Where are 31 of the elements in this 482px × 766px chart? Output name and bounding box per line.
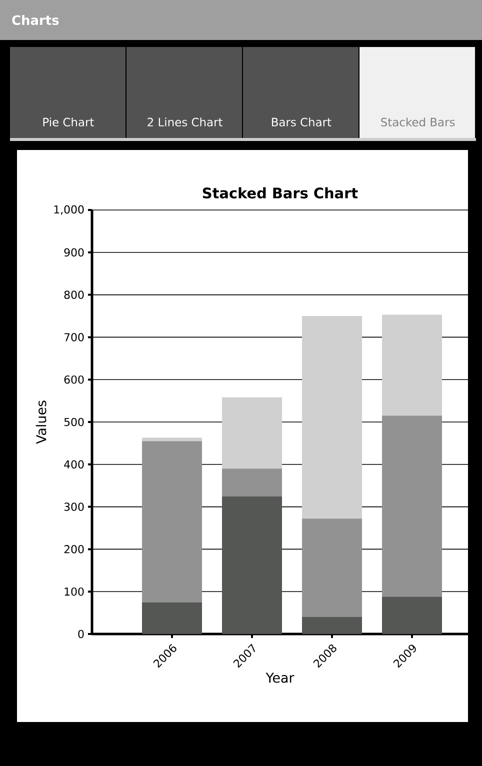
- bar: [142, 441, 202, 602]
- bar: [142, 438, 202, 442]
- y-axis-title: Values: [36, 400, 46, 444]
- y-tick-label: 900: [64, 248, 84, 257]
- y-tick-label: 800: [64, 290, 84, 299]
- y-tick-label: 1,000: [54, 205, 84, 215]
- y-tick-label: 500: [64, 418, 84, 426]
- y-tick-label: 0: [78, 630, 84, 638]
- text: Stacked Bars: [381, 118, 455, 126]
- bar: [382, 314, 442, 416]
- x-axis-title: Year: [266, 672, 294, 683]
- chart-title: Stacked Bars Chart: [202, 187, 358, 198]
- bar: [302, 316, 362, 519]
- bar: [222, 397, 282, 469]
- bar: [382, 596, 442, 634]
- y-tick-label: 100: [64, 587, 84, 596]
- y-tick-label: 400: [64, 460, 84, 469]
- text: 2 Lines Chart: [148, 118, 222, 126]
- text: Charts: [12, 14, 59, 26]
- bar: [382, 416, 442, 597]
- bar: [302, 518, 362, 618]
- bar: [222, 496, 282, 634]
- y-tick-label: 200: [64, 545, 84, 554]
- text: Bars Chart: [272, 118, 332, 126]
- y-tick-label: 700: [64, 333, 84, 342]
- bar: [222, 468, 282, 496]
- y-tick-label: 300: [64, 502, 84, 511]
- y-tick-label: 600: [64, 375, 84, 384]
- bar: [142, 602, 202, 634]
- bar: [302, 617, 362, 634]
- text: Pie Chart: [43, 118, 94, 126]
